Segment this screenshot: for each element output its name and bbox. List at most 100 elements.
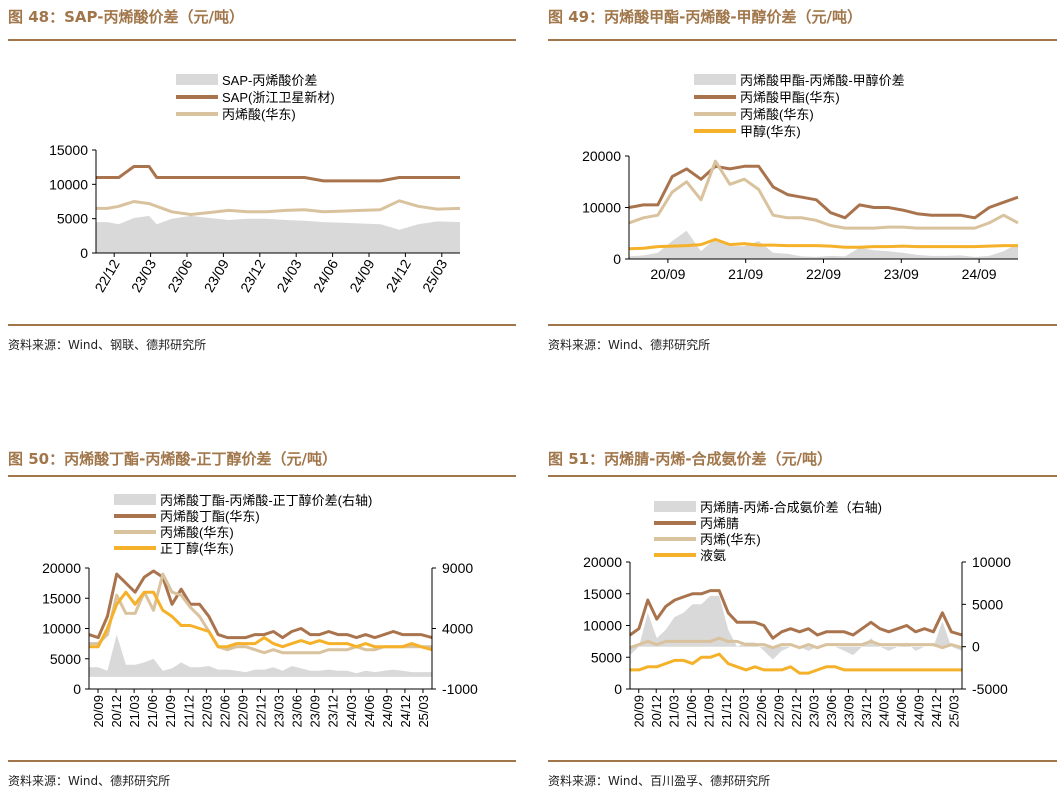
y-tick-label: 10000 xyxy=(49,176,88,192)
x-tick-label: 23/12 xyxy=(237,256,268,295)
x-tick-label: 21/12 xyxy=(181,695,196,728)
figure-49-chart: 20000 10000 0 20/09 21/09 22/09 23/09 24/09 丙烯酸甲… xyxy=(582,73,1019,282)
series-area-3 xyxy=(629,230,1018,259)
figure-49-source: 资料来源：Wind、德邦研究所 xyxy=(548,338,711,352)
x-tick-label: 20/12 xyxy=(109,695,124,728)
x-tick-label: 24/03 xyxy=(876,695,891,728)
series-line-0 xyxy=(96,165,460,183)
x-tick-label: 21/09 xyxy=(163,695,178,728)
x-tick-label: 24/09 xyxy=(380,695,395,728)
x-tick-label: 21/09 xyxy=(728,266,763,282)
y-tick-label: 20000 xyxy=(582,148,621,164)
figure-51: 图 51：丙烯腈-丙烯-合成氨价差（元/吨） 20000 15000 10000 50… xyxy=(548,448,1057,798)
legend-label: 正丁醇(华东) xyxy=(160,541,234,556)
x-tick-label: 22/09 xyxy=(235,695,250,728)
legend-label: 丙烯腈 xyxy=(700,516,739,531)
y-tick-label: 5000 xyxy=(57,211,88,227)
y2-tick-label: 10000 xyxy=(972,554,1011,570)
figure-48-bottom-rule xyxy=(8,324,516,326)
series-line-0 xyxy=(629,589,963,640)
x-tick-label: 21/12 xyxy=(719,695,734,728)
x-tick-label: 24/06 xyxy=(362,695,377,728)
x-tick-label: 25/03 xyxy=(419,256,450,295)
series-line-1 xyxy=(89,572,432,655)
x-tick-label: 21/06 xyxy=(684,695,699,728)
x-tick-label: 20/09 xyxy=(650,266,685,282)
x-tick-label: 24/09 xyxy=(911,695,926,728)
legend-label: 丙烯酸(华东) xyxy=(160,525,234,540)
figure-51-source: 资料来源：Wind、百川盈孚、德邦研究所 xyxy=(548,774,771,788)
y2-tick-label: 9000 xyxy=(442,560,473,576)
x-tick-label: 23/03 xyxy=(128,256,159,295)
x-tick-label: 23/12 xyxy=(859,695,874,728)
series-area-3 xyxy=(630,595,962,660)
x-tick-label: 21/09 xyxy=(702,695,717,728)
figure-49-title: 图 49：丙烯酸甲酯-丙烯酸-甲醇价差（元/吨） xyxy=(548,8,863,26)
x-tick-label: 22/06 xyxy=(217,695,232,728)
y-tick-label: 20000 xyxy=(583,554,622,570)
legend-label: SAP(浙江卫星新材) xyxy=(222,90,335,105)
x-tick-label: 22/12 xyxy=(254,695,269,728)
legend-label: 丙烯酸丁酯(华东) xyxy=(160,509,260,524)
figure-49: 图 49：丙烯酸甲酯-丙烯酸-甲醇价差（元/吨） 20000 10000 0 20/0… xyxy=(548,6,1057,356)
figure-48-chart: 15000 10000 5000 022/12 23/03 23/06 23/09 23/12… xyxy=(49,73,461,295)
legend-label: 丙烯酸(华东) xyxy=(222,107,296,122)
legend-label: 液氨 xyxy=(700,548,726,563)
figure-48-top-rule xyxy=(8,39,516,41)
series-line-2 xyxy=(89,590,433,652)
x-tick-label: 24/12 xyxy=(929,695,944,728)
y-tick-label: 0 xyxy=(613,251,621,267)
y-tick-label: 0 xyxy=(73,681,81,697)
y2-tick-label: 4000 xyxy=(442,621,473,637)
x-tick-label: 24/12 xyxy=(383,256,414,295)
x-tick-label: 23/09 xyxy=(201,256,232,295)
y2-tick-label: -5000 xyxy=(972,681,1008,697)
y-tick-label: 15000 xyxy=(583,586,622,602)
legend-swatch-area xyxy=(176,74,218,85)
figure-50-top-rule xyxy=(8,475,516,477)
y-tick-label: 15000 xyxy=(49,142,88,158)
series-line-1 xyxy=(628,159,1019,230)
legend-label: 丙烯(华东) xyxy=(700,532,761,547)
figure-49-bottom-rule xyxy=(548,324,1057,326)
y-tick-label: 5000 xyxy=(591,649,622,665)
series-area-3 xyxy=(89,634,432,677)
y-tick-label: 10000 xyxy=(583,618,622,634)
x-tick-label: 20/12 xyxy=(649,695,664,728)
x-tick-label: 23/06 xyxy=(164,256,195,295)
x-tick-label: 21/03 xyxy=(127,695,142,728)
x-tick-label: 21/06 xyxy=(145,695,160,728)
figure-50-bottom-rule xyxy=(8,760,516,762)
legend-swatch-area xyxy=(694,74,736,85)
x-tick-label: 21/03 xyxy=(667,695,682,728)
x-tick-label: 24/03 xyxy=(344,695,359,728)
series-line-1 xyxy=(629,636,963,650)
figure-51-bottom-rule xyxy=(548,760,1057,762)
y-tick-label: 0 xyxy=(614,681,622,697)
x-tick-label: 25/03 xyxy=(416,695,431,728)
y2-tick-label: 0 xyxy=(972,639,980,655)
series-line-0 xyxy=(628,164,1019,220)
x-tick-label: 20/09 xyxy=(632,695,647,728)
y-tick-label: 20000 xyxy=(42,560,81,576)
y-tick-label: 10000 xyxy=(582,200,621,216)
x-tick-label: 24/09 xyxy=(962,266,997,282)
figure-50: 图 50：丙烯酸丁酯-丙烯酸-正丁醇价差（元/吨） 20000 15000 1000… xyxy=(8,448,516,798)
legend-label: 丙烯酸丁酯-丙烯酸-正丁醇价差(右轴) xyxy=(160,493,372,508)
legend-label: 丙烯酸甲酯(华东) xyxy=(740,90,840,105)
y-tick-label: 0 xyxy=(80,245,88,261)
series-area-2 xyxy=(96,215,460,253)
x-tick-label: 22/06 xyxy=(754,695,769,728)
y-tick-label: 5000 xyxy=(50,651,81,667)
x-tick-label: 22/03 xyxy=(199,695,214,728)
x-tick-label: 23/09 xyxy=(308,695,323,728)
x-tick-label: 22/09 xyxy=(772,695,787,728)
x-tick-label: 22/03 xyxy=(737,695,752,728)
series-line-2 xyxy=(630,652,962,675)
legend-label: 丙烯酸甲酯-丙烯酸-甲醇价差 xyxy=(740,73,905,88)
x-tick-label: 24/06 xyxy=(310,256,341,295)
legend-label: SAP-丙烯酸价差 xyxy=(222,73,317,88)
x-tick-label: 23/03 xyxy=(272,695,287,728)
y-tick-label: 15000 xyxy=(42,590,81,606)
